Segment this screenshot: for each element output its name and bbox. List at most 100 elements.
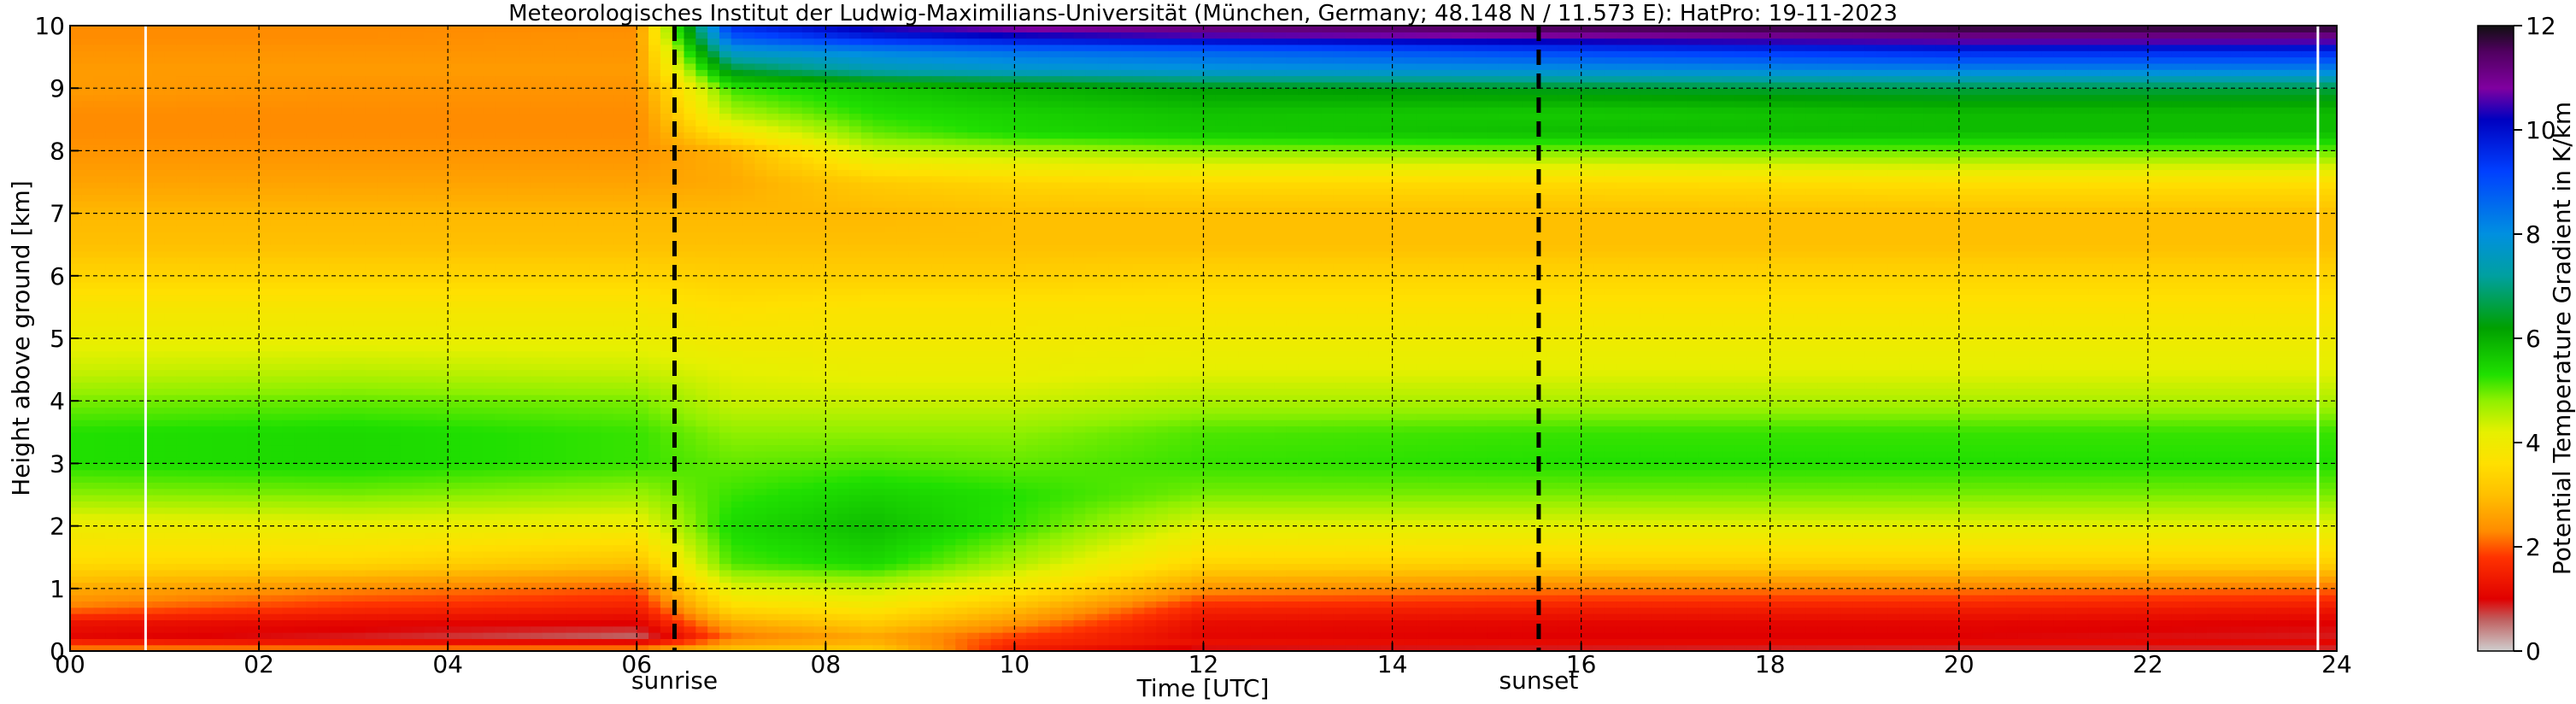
heatmap-cell: [648, 282, 660, 289]
heatmap-cell: [590, 513, 601, 520]
heatmap-cell: [484, 607, 496, 614]
heatmap-cell: [247, 163, 259, 170]
heatmap-cell: [330, 545, 342, 552]
heatmap-cell: [389, 438, 401, 445]
heatmap-cell: [117, 414, 129, 420]
heatmap-cell: [224, 138, 236, 145]
heatmap-cell: [354, 626, 366, 633]
heatmap-cell: [129, 370, 141, 377]
heatmap-cell: [259, 126, 271, 132]
heatmap-cell: [306, 50, 318, 57]
heatmap-cell: [389, 113, 401, 120]
heatmap-cell: [625, 351, 637, 358]
heatmap-cell: [590, 214, 601, 220]
heatmap-cell: [176, 463, 188, 470]
heatmap-cell: [436, 576, 448, 583]
heatmap-cell: [365, 201, 377, 208]
heatmap-cell: [484, 570, 496, 577]
heatmap-cell: [295, 507, 307, 514]
heatmap-cell: [259, 470, 271, 477]
heatmap-cell: [330, 295, 342, 302]
heatmap-cell: [401, 163, 413, 170]
heatmap-cell: [436, 495, 448, 502]
heatmap-cell: [531, 607, 543, 614]
heatmap-cell: [235, 220, 247, 226]
heatmap-cell: [295, 307, 307, 314]
heatmap-cell: [460, 120, 472, 126]
heatmap-cell: [543, 489, 555, 496]
heatmap-cell: [590, 126, 601, 132]
heatmap-cell: [247, 201, 259, 208]
heatmap-cell: [625, 595, 637, 601]
heatmap-cell: [94, 201, 106, 208]
heatmap-cell: [566, 532, 578, 539]
heatmap-cell: [613, 507, 625, 514]
heatmap-cell: [129, 314, 141, 320]
heatmap-cell: [153, 638, 165, 645]
heatmap-cell: [389, 632, 401, 639]
heatmap-cell: [295, 576, 307, 583]
heatmap-cell: [460, 88, 472, 95]
heatmap-cell: [247, 513, 259, 520]
heatmap-cell: [448, 257, 460, 264]
heatmap-cell: [401, 295, 413, 302]
heatmap-cell: [637, 232, 648, 239]
heatmap-cell: [637, 338, 648, 345]
heatmap-cell: [601, 76, 613, 83]
heatmap-cell: [176, 95, 188, 102]
heatmap-cell: [188, 120, 200, 126]
heatmap-cell: [176, 295, 188, 302]
heatmap-cell: [365, 626, 377, 633]
heatmap-cell: [176, 150, 188, 157]
heatmap-cell: [318, 595, 330, 601]
heatmap-cell: [566, 282, 578, 289]
heatmap-cell: [625, 220, 637, 226]
heatmap-cell: [200, 414, 212, 420]
heatmap-cell: [94, 638, 106, 645]
heatmap-cell: [401, 564, 413, 571]
heatmap-cell: [601, 295, 613, 302]
heatmap-cell: [330, 107, 342, 114]
heatmap-cell: [82, 638, 94, 645]
heatmap-cell: [129, 451, 141, 458]
heatmap-cell: [389, 589, 401, 595]
heatmap-cell: [259, 389, 271, 396]
heatmap-cell: [212, 50, 224, 57]
heatmap-cell: [153, 176, 165, 183]
heatmap-cell: [555, 576, 566, 583]
heatmap-cell: [271, 432, 283, 439]
heatmap-cell: [365, 482, 377, 489]
heatmap-cell: [188, 376, 200, 383]
heatmap-cell: [176, 101, 188, 108]
heatmap-cell: [105, 557, 117, 564]
heatmap-cell: [637, 301, 648, 308]
heatmap-cell: [543, 532, 555, 539]
heatmap-cell: [342, 113, 354, 120]
heatmap-cell: [153, 32, 165, 38]
heatmap-cell: [176, 188, 188, 195]
heatmap-cell: [578, 44, 590, 51]
heatmap-cell: [129, 389, 141, 396]
heatmap-cell: [543, 182, 555, 189]
heatmap-cell: [590, 288, 601, 295]
heatmap-cell: [637, 251, 648, 258]
heatmap-cell: [401, 463, 413, 470]
heatmap-cell: [472, 444, 484, 451]
heatmap-cell: [306, 351, 318, 358]
heatmap-cell: [153, 138, 165, 145]
heatmap-cell: [129, 251, 141, 258]
heatmap-cell: [141, 601, 153, 607]
heatmap-cell: [590, 107, 601, 114]
heatmap-cell: [295, 476, 307, 483]
heatmap-cell: [200, 320, 212, 326]
heatmap-cell: [436, 314, 448, 320]
heatmap-cell: [94, 401, 106, 408]
heatmap-cell: [129, 157, 141, 164]
heatmap-cell: [105, 288, 117, 295]
heatmap-cell: [613, 150, 625, 157]
heatmap-cell: [105, 438, 117, 445]
heatmap-cell: [247, 626, 259, 633]
heatmap-cell: [165, 501, 177, 507]
heatmap-cell: [507, 638, 519, 645]
heatmap-cell: [295, 244, 307, 251]
